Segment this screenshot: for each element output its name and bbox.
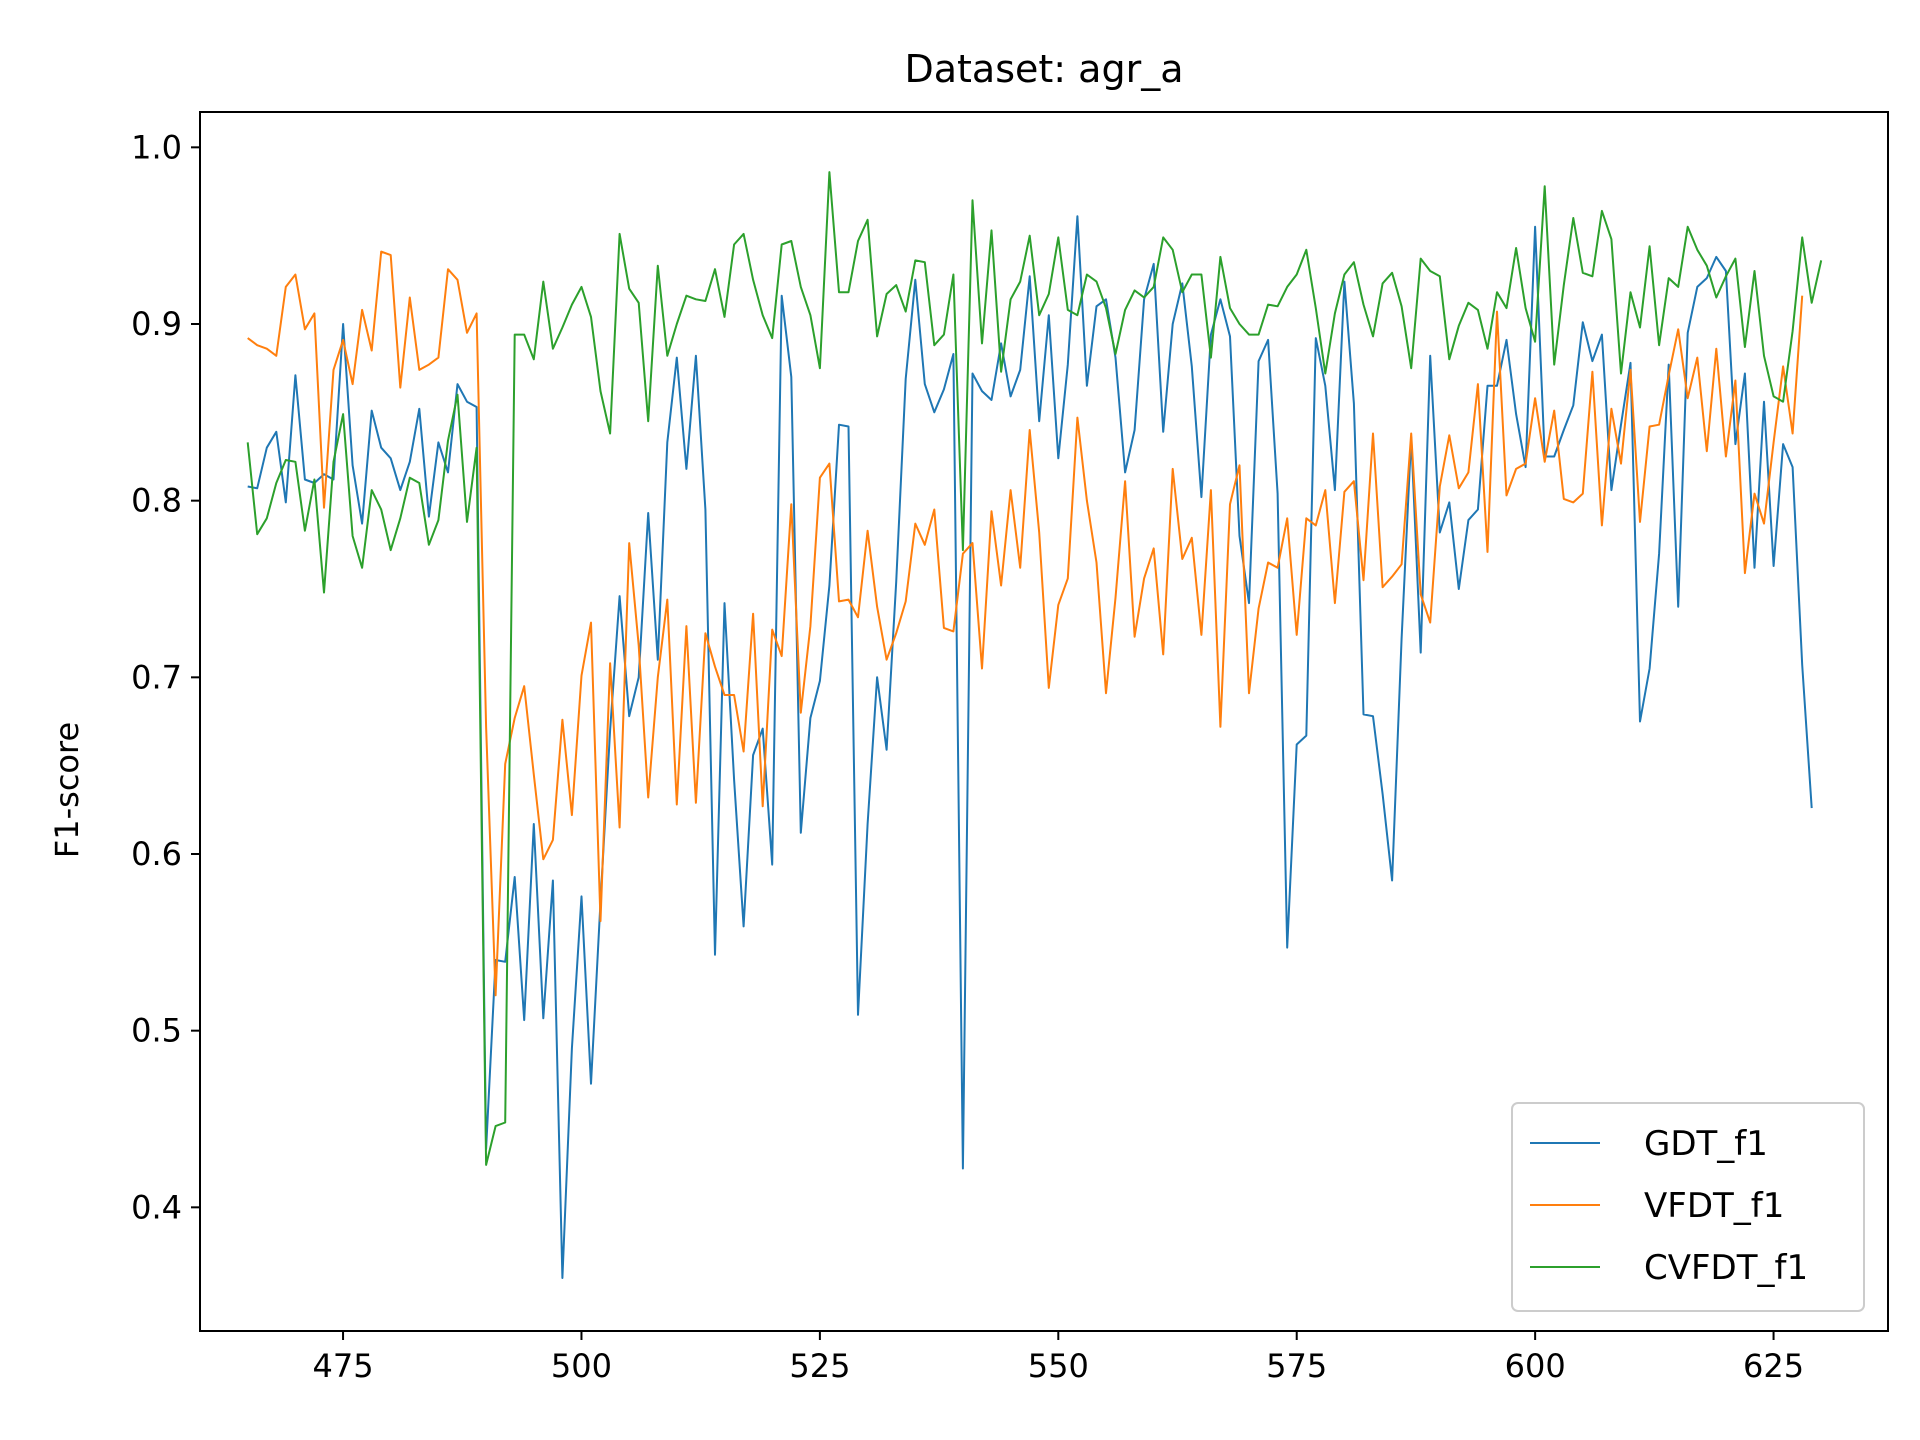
legend: GDT_f1 VFDT_f1 CVFDT_f1: [1511, 1102, 1865, 1312]
y-tick-label: 0.7: [131, 658, 182, 696]
plot-frame: [199, 111, 1889, 1332]
legend-label: VFDT_f1: [1644, 1186, 1784, 1226]
y-axis-label: F1-score: [48, 722, 86, 858]
y-tick-label: 0.4: [131, 1188, 182, 1226]
series-line-VFDT_f1: [247, 250, 1804, 997]
legend-label: CVFDT_f1: [1644, 1248, 1808, 1288]
y-tick-label: 0.9: [131, 305, 182, 343]
x-tick-label: 600: [1505, 1347, 1566, 1385]
x-tick-label: 525: [789, 1347, 850, 1385]
axis-ticks: 475 500 525 550 575 600 625 0.4 0.5 0.6 0.7 0.8 0.9 1…: [131, 128, 1804, 1385]
x-tick-label: 625: [1743, 1347, 1804, 1385]
x-tick-label: 575: [1266, 1347, 1327, 1385]
x-tick-label: 550: [1028, 1347, 1089, 1385]
x-tick-label: 500: [551, 1347, 612, 1385]
legend-label: GDT_f1: [1644, 1124, 1768, 1164]
chart-title: Dataset: agr_a: [904, 47, 1183, 91]
y-tick-label: 0.5: [131, 1012, 182, 1050]
legend-box: [1511, 1102, 1865, 1312]
series-line-CVFDT_f1: [246, 171, 1823, 1166]
y-tick-label: 1.0: [131, 128, 182, 166]
y-tick-label: 0.6: [131, 835, 182, 873]
y-tick-label: 0.8: [131, 482, 182, 520]
plot-lines: [246, 171, 1823, 1279]
x-tick-label: 475: [313, 1347, 374, 1385]
